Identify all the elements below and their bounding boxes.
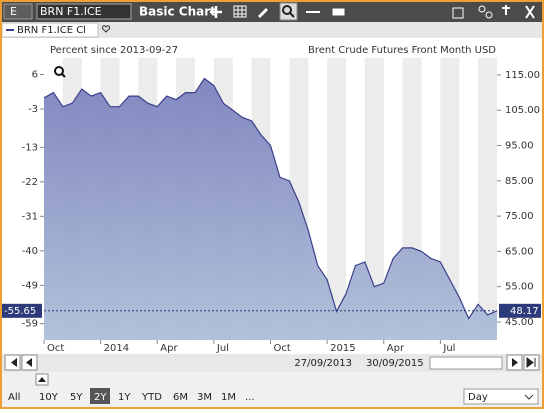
y-tick-label: 85.00 (505, 176, 534, 187)
range-button[interactable]: ... (245, 392, 255, 403)
left-axis-title: Percent since 2013-09-27 (50, 45, 178, 56)
toolbar-title: Basic Chart (139, 5, 216, 19)
area-line (43, 77, 498, 320)
y2-tick-label: -31 (22, 211, 38, 222)
range-button[interactable]: 1Y (118, 392, 131, 403)
legend-label: BRN F1.ICE Cl (17, 25, 86, 36)
legend-swatch (6, 29, 14, 31)
range-button[interactable]: All (8, 392, 20, 403)
y-tick-label: 105.00 (505, 105, 540, 116)
x-tick-label: Apr (387, 343, 405, 354)
x-tick-label: Jul (442, 343, 455, 354)
toolbar-icons[interactable] (210, 2, 535, 21)
y-tick-label: 55.00 (505, 282, 534, 293)
y2-tick-label: -3 (28, 104, 38, 115)
y-tick-label: 45.00 (505, 317, 534, 328)
x-tick-label: Oct (47, 343, 64, 354)
x-tick-label: Apr (160, 343, 178, 354)
tab-bar (0, 22, 544, 38)
range-button[interactable]: YTD (141, 392, 162, 403)
y2-tick-label: -13 (22, 142, 38, 153)
y-tick-label: 95.00 (505, 141, 534, 152)
month-band (478, 58, 497, 340)
last-value-badge (0, 303, 42, 318)
last-value-y2: -55.65 (4, 306, 36, 317)
y-tick-label: 75.00 (505, 211, 534, 222)
y2-tick-label: -40 (22, 246, 38, 257)
range-button[interactable]: 10Y (39, 392, 59, 403)
favorite-icon[interactable] (101, 25, 111, 33)
interval: Day (468, 392, 488, 403)
area-fill (44, 78, 497, 341)
exchange: E (10, 5, 17, 18)
toolbar (0, 0, 544, 22)
symbol: BRN F1.ICE (40, 5, 102, 18)
y2-tick-label: -22 (22, 177, 38, 188)
range-button[interactable]: 1M (221, 392, 236, 403)
month-band (440, 58, 460, 340)
navigator (0, 354, 544, 372)
y2-tick-label: 6 (32, 70, 38, 81)
x-tick-label: Jul (216, 343, 229, 354)
interval-dropdown[interactable] (463, 388, 539, 405)
y2-tick-label: -49 (22, 280, 38, 291)
range-button[interactable]: 2Y (94, 392, 107, 403)
zoom-icon[interactable] (54, 66, 64, 76)
range-buttons: All 10Y 5Y 2Y 1Y YTD 6M 3M 1M... (8, 388, 255, 404)
month-band (327, 58, 346, 340)
x-tick-label: 2014 (104, 343, 129, 354)
y-tick-label: 65.00 (505, 246, 534, 257)
y2-tick-label: -59 (22, 319, 38, 330)
range-button[interactable]: 3M (197, 392, 212, 403)
nav-start-date: 27/09/2013 (294, 358, 352, 369)
last-value: 48.17 (510, 306, 539, 317)
x-tick-label: 2015 (330, 343, 355, 354)
range-selected (90, 388, 110, 404)
month-band (364, 58, 384, 340)
last-value-badge (499, 303, 541, 318)
nav-arrows (9, 357, 536, 368)
range-button[interactable]: 5Y (70, 392, 83, 403)
x-tick-label: Oct (274, 343, 291, 354)
symbol-input[interactable] (36, 3, 132, 20)
exchange-dropdown[interactable] (3, 3, 33, 20)
nav-end-date: 30/09/2015 (366, 358, 424, 369)
right-axis-title: Brent Crude Futures Front Month USD (308, 45, 496, 56)
nav-slider[interactable] (429, 356, 503, 370)
y-tick-label: 115.00 (505, 70, 540, 81)
range-button[interactable]: 6M (173, 392, 188, 403)
